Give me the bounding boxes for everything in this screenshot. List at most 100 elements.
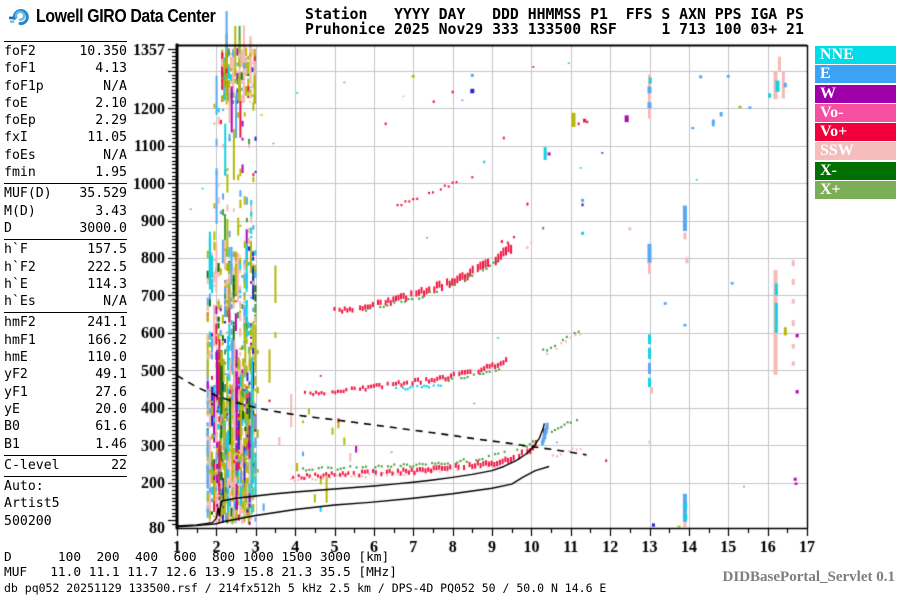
param-value: 110.0 <box>87 350 127 366</box>
param-row: yE 20.0 <box>4 401 127 418</box>
param-label: fxI <box>4 130 28 146</box>
param-value: N/A <box>103 78 127 94</box>
param-value: 114.3 <box>87 276 127 292</box>
param-label: h`Es <box>4 294 36 310</box>
legend-item-vo: Vo+ <box>815 123 896 142</box>
param-label: foF1p <box>4 78 44 94</box>
param-label: B1 <box>4 436 20 452</box>
param-value: 1.46 <box>95 436 127 452</box>
param-value: 2.10 <box>95 95 127 111</box>
param-label: yE <box>4 401 20 417</box>
param-label: M(D) <box>4 203 36 219</box>
measurement-info-line: db pq052 20251129 133500.rsf / 214fx512h… <box>4 581 607 595</box>
param-value: 1.95 <box>95 165 127 181</box>
divider <box>4 41 127 42</box>
param-value: 35.529 <box>79 186 127 202</box>
autoscaling-info-line: Auto: <box>4 479 44 495</box>
param-row: hmF2 241.1 <box>4 314 127 331</box>
legend-item-e: E <box>815 65 896 84</box>
param-row: h`F 157.5 <box>4 241 127 258</box>
param-row: yF2 49.1 <box>4 366 127 383</box>
echo-type-legend: NNE E W Vo- Vo+ SSW X- X+ <box>815 46 896 200</box>
param-row: MUF(D) 35.529 <box>4 185 127 202</box>
divider <box>4 239 127 241</box>
muf-d-table: D 100 200 400 600 800 1000 1500 3000 [km… <box>4 550 397 581</box>
param-label: hmF2 <box>4 315 36 331</box>
param-row: yF1 27.6 <box>4 384 127 401</box>
servlet-version-label: DIDBasePortal_Servlet 0.1 <box>722 569 895 585</box>
param-row: foF1p N/A <box>4 78 127 95</box>
param-label: hmE <box>4 350 28 366</box>
param-value: N/A <box>103 147 127 163</box>
muf-row: MUF 11.0 11.1 11.7 12.6 13.9 15.8 21.3 3… <box>4 565 397 581</box>
autoscaling-info-line: 500200 <box>4 513 52 529</box>
param-value: 166.2 <box>87 332 127 348</box>
param-row: foF1 4.13 <box>4 60 127 77</box>
param-label: fmin <box>4 165 36 181</box>
param-value: 3.43 <box>95 203 127 219</box>
param-value: 61.6 <box>95 419 127 435</box>
param-value: 10.350 <box>79 44 127 59</box>
param-value: 222.5 <box>87 259 127 275</box>
param-row: h`Es N/A <box>4 293 127 310</box>
param-label: D <box>4 220 12 236</box>
param-row: foE 2.10 <box>4 95 127 112</box>
station-header-line1: Station YYYY DAY DDD HHMMSS P1 FFS S AXN… <box>305 6 804 23</box>
param-label: foEs <box>4 147 36 163</box>
param-row: B0 61.6 <box>4 418 127 435</box>
divider <box>4 312 127 314</box>
param-label: h`F2 <box>4 259 36 275</box>
legend-item-ssw: SSW <box>815 142 896 161</box>
divider <box>4 454 127 456</box>
param-value: 3000.0 <box>79 220 127 236</box>
param-value: 27.6 <box>95 384 127 400</box>
giro-wave-icon <box>9 9 29 26</box>
param-value: 11.05 <box>87 130 127 146</box>
autoscaling-info-line: Artist5 <box>4 496 60 512</box>
param-label: h`F <box>4 242 28 258</box>
param-row: B1 1.46 <box>4 436 127 453</box>
param-value: N/A <box>103 294 127 310</box>
legend-item-vo: Vo- <box>815 103 896 122</box>
param-row: M(D) 3.43 <box>4 203 127 220</box>
param-value: 22 <box>111 457 127 473</box>
legend-item-x: X- <box>815 161 896 180</box>
d-row: D 100 200 400 600 800 1000 1500 3000 [km… <box>4 550 390 565</box>
param-row: h`E 114.3 <box>4 276 127 293</box>
station-header-line2: Pruhonice 2025 Nov29 333 133500 RSF 1 71… <box>305 21 804 38</box>
param-value: 49.1 <box>95 367 127 383</box>
param-label: C-level <box>4 457 60 473</box>
legend-item-w: W <box>815 84 896 103</box>
param-value: 20.0 <box>95 401 127 417</box>
param-value: 2.29 <box>95 113 127 129</box>
param-row: C-level 22 <box>4 457 127 474</box>
parameter-panel: foF2 10.350 foF1 4.13 foF1p N/A foE 2.10 foEp 2.2… <box>4 39 127 530</box>
param-row: foEp 2.29 <box>4 112 127 129</box>
legend-item-nne: NNE <box>815 46 896 64</box>
param-label: yF1 <box>4 384 28 400</box>
param-row: foEs N/A <box>4 147 127 164</box>
param-label: h`E <box>4 276 28 292</box>
logo-text: Lowell GIRO Data Center <box>36 5 216 26</box>
param-label: MUF(D) <box>4 186 52 202</box>
param-row: fmin 1.95 <box>4 164 127 181</box>
param-row: fxI 11.05 <box>4 129 127 146</box>
divider <box>4 476 127 478</box>
param-row: hmF1 166.2 <box>4 332 127 349</box>
param-row: h`F2 222.5 <box>4 259 127 276</box>
param-value: 4.13 <box>95 61 127 77</box>
param-row: D 3000.0 <box>4 220 127 237</box>
legend-item-x: X+ <box>815 181 896 200</box>
param-label: foF1 <box>4 61 36 77</box>
station-header: Station YYYY DAY DDD HHMMSS P1 FFS S AXN… <box>305 7 804 37</box>
param-label: B0 <box>4 419 20 435</box>
param-value: 157.5 <box>87 242 127 258</box>
param-label: foE <box>4 95 28 111</box>
param-row: foF2 10.350 <box>4 43 127 60</box>
param-label: hmF1 <box>4 332 36 348</box>
divider <box>4 183 127 185</box>
param-label: yF2 <box>4 367 28 383</box>
param-row: hmE 110.0 <box>4 349 127 366</box>
